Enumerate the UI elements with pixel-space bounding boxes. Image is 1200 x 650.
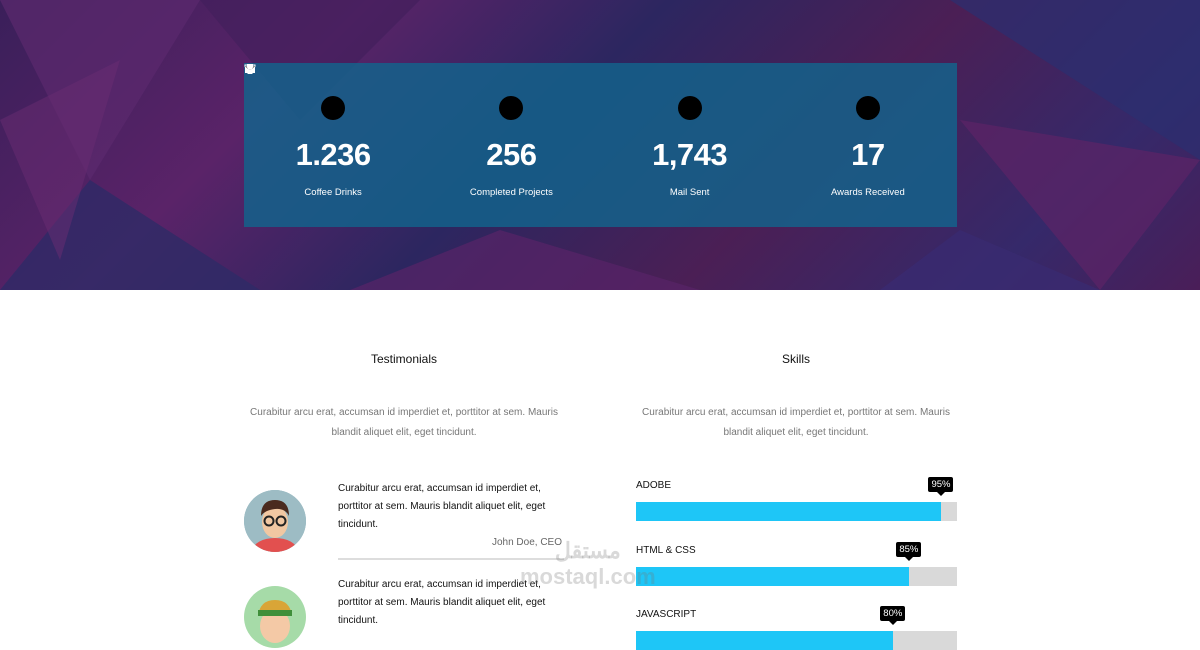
stat-coffee: 1.236 Coffee Drinks — [244, 63, 422, 227]
testimonials-title: Testimonials — [370, 352, 438, 366]
watermark-arabic: مستقل — [554, 538, 621, 563]
skill-name: JAVASCRIPT — [636, 609, 697, 620]
stat-value: 1.236 — [295, 137, 372, 172]
avatar — [244, 490, 306, 552]
stat-projects: 256 Completed Projects — [245, 63, 600, 227]
skills-intro: Curabitur arcu erat, accumsan id imperdi… — [642, 407, 950, 438]
testimonials-section: Testimonials Curabitur arcu erat, accums… — [239, 352, 569, 443]
skill-percent-tooltip: 85% — [896, 542, 922, 561]
trophy-icon — [244, 64, 880, 120]
coffee-icon — [246, 64, 346, 120]
testimonial-text: Curabitur arcu erat, accumsan id imperdi… — [338, 579, 546, 626]
stats-panel: 1.236 Coffee Drinks 256 Completed Projec… — [244, 63, 957, 227]
stat-label: Mail Sent — [669, 187, 710, 198]
skill-javascript: JAVASCRIPT 80% — [636, 606, 957, 650]
divider — [338, 558, 564, 560]
stat-value: 17 — [851, 137, 885, 172]
skill-bar — [636, 631, 957, 650]
stat-label: Awards Received — [830, 187, 905, 198]
skills-section: Skills Curabitur arcu erat, accumsan id … — [631, 352, 961, 443]
stat-value: 256 — [486, 137, 537, 172]
skill-html-css: HTML & CSS 85% — [636, 542, 957, 586]
testimonial-text-block: Curabitur arcu erat, accumsan id imperdi… — [338, 480, 562, 552]
testimonial-author: John Doe, CEO — [491, 537, 562, 548]
watermark-logo: مستقل mostaql.com — [520, 538, 656, 590]
skill-adobe: ADOBE 95% — [636, 477, 957, 521]
stat-value: 1,743 — [652, 137, 728, 172]
skill-bar — [636, 502, 957, 521]
skills-title: Skills — [781, 352, 810, 366]
stat-mail: 1,743 Mail Sent — [244, 63, 779, 227]
testimonial-text: Curabitur arcu erat, accumsan id imperdi… — [338, 483, 546, 530]
polygon-pattern — [0, 0, 1200, 290]
skill-bar-fill — [636, 631, 893, 650]
avatar — [244, 586, 306, 648]
watermark-latin: mostaql.com — [520, 564, 656, 589]
stat-awards: 17 Awards Received — [244, 63, 957, 227]
skill-percent-tooltip: 95% — [928, 477, 954, 496]
skill-percent-tooltip: 80% — [880, 606, 906, 625]
envelope-icon — [244, 65, 702, 120]
skill-name: HTML & CSS — [636, 545, 696, 556]
stat-label: Completed Projects — [469, 187, 553, 198]
testimonials-intro: Curabitur arcu erat, accumsan id imperdi… — [250, 407, 558, 438]
skill-name: ADOBE — [636, 480, 672, 491]
hero-background: 1.236 Coffee Drinks 256 Completed Projec… — [0, 0, 1200, 290]
stat-label: Coffee Drinks — [304, 187, 362, 198]
folder-icon — [245, 66, 524, 120]
skill-bar — [636, 567, 957, 586]
skill-bar-fill — [636, 567, 909, 586]
skill-bar-fill — [636, 502, 941, 521]
